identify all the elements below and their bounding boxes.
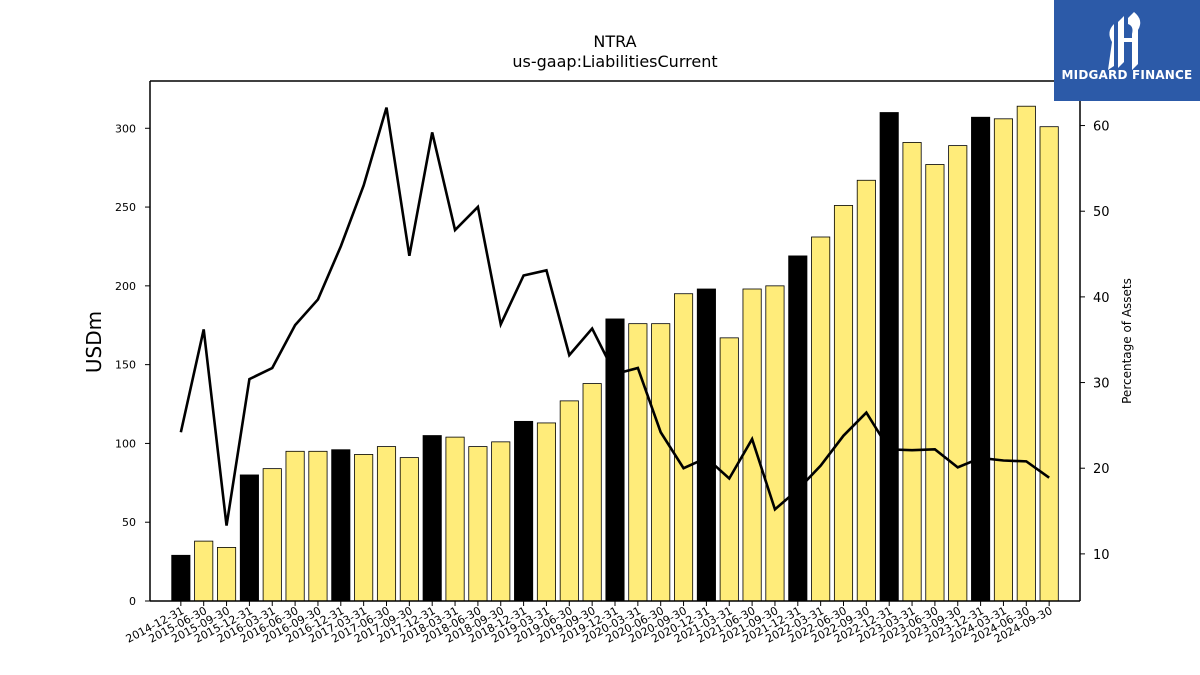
bar-2023-12-31: [971, 116, 991, 602]
y-tick-label: 200: [115, 280, 136, 293]
bar-2024-09-30: [1039, 126, 1059, 602]
chart-title: NTRA: [593, 32, 637, 51]
y2-tick-label: 30: [1093, 377, 1110, 392]
y-tick-label: 300: [115, 122, 136, 135]
bar-2018-09-30: [491, 441, 511, 602]
percentage-line: [179, 107, 1050, 526]
bar-2022-06-30: [833, 205, 854, 602]
bar-2018-06-30: [468, 446, 488, 602]
bar-2020-09-30: [674, 293, 694, 602]
bar-2020-06-30: [651, 323, 671, 602]
chart-subtitle: us-gaap:LiabilitiesCurrent: [512, 52, 718, 71]
y-tick-label: 150: [115, 359, 136, 372]
y-tick-label: 250: [115, 201, 136, 214]
bar-2015-06-30: [194, 540, 214, 602]
bar-2021-12-31: [788, 255, 808, 602]
bar-2014-12-31: [171, 554, 191, 602]
bar-2020-12-31: [696, 288, 716, 602]
line-group: [179, 107, 1050, 526]
bar-2019-03-31: [536, 422, 556, 602]
bar-2016-03-31: [262, 468, 282, 602]
bars-group: [171, 105, 1059, 602]
y2-tick-label: 20: [1093, 462, 1110, 477]
y-tick-label: 0: [129, 595, 136, 608]
bar-2022-09-30: [856, 179, 876, 602]
bar-2017-03-31: [354, 454, 374, 602]
bar-2018-12-31: [514, 420, 534, 602]
bar-2016-09-30: [308, 450, 328, 602]
bar-2017-12-31: [422, 435, 442, 602]
brand-name: MIDGARD FINANCE: [1061, 68, 1193, 82]
bar-2023-03-31: [902, 142, 922, 602]
bar-2020-03-31: [628, 323, 648, 602]
y2-tick-label: 40: [1093, 291, 1110, 306]
y-tick-label: 100: [115, 437, 136, 450]
bar-2018-03-31: [445, 436, 465, 602]
bar-2019-06-30: [559, 400, 579, 602]
bar-2024-03-31: [993, 118, 1013, 602]
bar-2021-09-30: [765, 285, 785, 602]
bar-2019-09-30: [582, 383, 602, 602]
bar-2022-03-31: [811, 236, 831, 602]
bar-2022-12-31: [879, 112, 899, 602]
y-axis-label: USDm: [82, 311, 106, 373]
bar-2024-06-30: [1016, 105, 1036, 602]
y2-tick-label: 50: [1093, 205, 1110, 220]
brand-logo: MIDGARD FINANCE: [1054, 0, 1200, 101]
bar-2015-09-30: [217, 547, 237, 602]
axes-group: 0501001502002503001020304050602014-12-31…: [115, 80, 1110, 646]
bar-2017-09-30: [399, 457, 419, 602]
bar-2016-12-31: [331, 449, 351, 602]
y2-tick-label: 10: [1093, 548, 1110, 563]
bar-2023-09-30: [948, 145, 968, 602]
bar-2016-06-30: [285, 450, 305, 602]
y-tick-label: 50: [122, 516, 136, 529]
midgard-logo-icon: [1108, 12, 1141, 70]
y2-axis-label: Percentage of Assets: [1120, 278, 1134, 404]
y2-tick-label: 60: [1093, 120, 1110, 135]
bar-2021-06-30: [742, 288, 762, 602]
bar-2015-12-31: [239, 474, 259, 602]
bar-2017-06-30: [376, 446, 397, 602]
bar-2023-06-30: [925, 164, 945, 602]
